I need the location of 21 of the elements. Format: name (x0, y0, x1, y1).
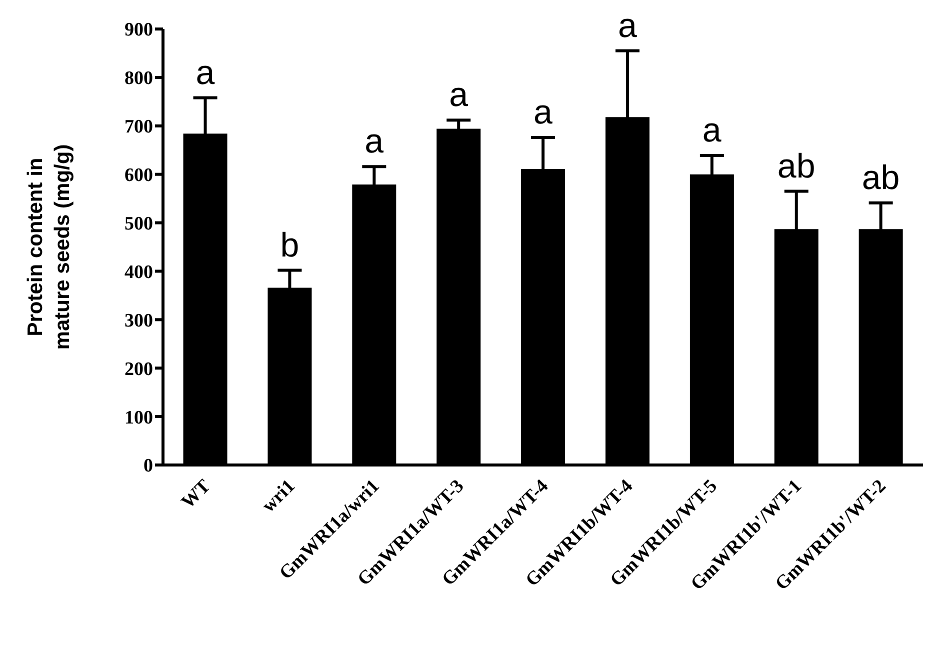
annotation: a (196, 54, 215, 92)
y-tick-label: 0 (144, 456, 153, 477)
annotation: a (364, 122, 384, 161)
y-tick-label: 200 (124, 358, 153, 380)
annotation: a (702, 111, 722, 150)
y-tick-label: 100 (124, 407, 153, 428)
y-tick-label: 800 (124, 68, 153, 90)
annotation: a (534, 94, 553, 132)
annotation: b (280, 226, 300, 264)
annotation: ab (777, 147, 816, 186)
annotation: ab (862, 158, 900, 197)
y-tick-label: 900 (124, 20, 153, 41)
x-tick-label: WT (178, 475, 215, 513)
annotation: a (449, 76, 468, 114)
y-tick-label: 600 (124, 165, 153, 186)
y-axis-title: Protein content in mature seeds (mg/g) (24, 144, 74, 350)
y-tick-label: 300 (124, 310, 153, 332)
annotation: a (618, 6, 637, 45)
y-tick-label: 500 (124, 214, 153, 235)
y-tick-label: 400 (124, 262, 153, 283)
y-tick-label: 700 (124, 116, 153, 138)
